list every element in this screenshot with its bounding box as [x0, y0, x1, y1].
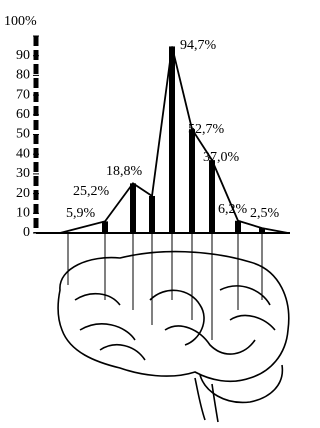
value-label: 2,5% [250, 206, 280, 221]
y-tick-label: 80 [16, 68, 30, 83]
value-label: 18,8% [106, 164, 143, 179]
y-tick-label: 40 [16, 146, 30, 161]
y-tick-label: 50 [16, 127, 30, 142]
bar [235, 221, 241, 233]
page: {"chart_data": {"type": "bar", "categori… [0, 0, 320, 428]
y-tick-label: 60 [16, 107, 30, 122]
value-label: 5,9% [66, 206, 96, 221]
y-tick-label: 100% [4, 14, 37, 29]
bar [259, 228, 265, 233]
value-label: 6,2% [218, 202, 248, 217]
value-label: 52,7% [188, 122, 225, 137]
y-tick-label: 30 [16, 166, 30, 181]
y-tick-label: 0 [23, 225, 30, 240]
value-label: 25,2% [73, 184, 110, 199]
y-tick-label: 90 [16, 48, 30, 63]
chart: 0 10 20 30 40 50 60 70 80 90 100% 5,9% 25,2% 18,8% 94,… [0, 0, 292, 428]
y-tick-label: 20 [16, 186, 30, 201]
bar [189, 129, 195, 233]
bar [209, 160, 215, 233]
value-label: 37,0% [203, 150, 240, 165]
y-tick-label: 10 [16, 206, 30, 221]
brain-illustration [58, 252, 289, 422]
bar [130, 183, 136, 233]
bar [149, 196, 155, 233]
value-label: 94,7% [180, 38, 217, 53]
bar [169, 46, 175, 233]
y-tick-label: 70 [16, 87, 30, 102]
bar [102, 221, 108, 233]
